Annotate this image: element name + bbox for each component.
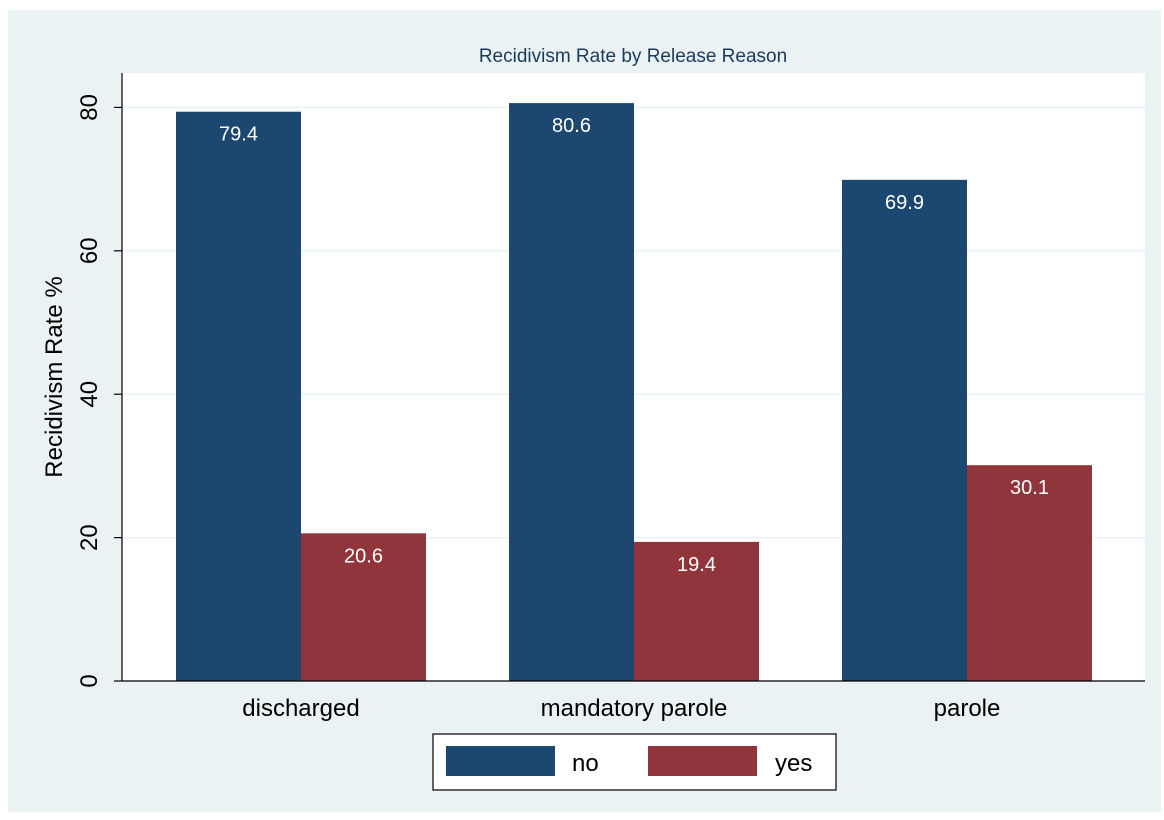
bar-value-label: 79.4 [219, 124, 258, 146]
bars [176, 103, 1092, 681]
bar-yes-0 [301, 533, 426, 681]
y-tick-label: 0 [76, 674, 103, 687]
y-ticks: 0 20 40 60 80 [76, 94, 122, 688]
x-tick-label: parole [934, 695, 1001, 722]
bar-yes-2 [967, 465, 1092, 681]
y-tick-label: 20 [76, 524, 103, 551]
chart-title: Recidivism Rate by Release Reason [479, 46, 787, 67]
legend: no yes [432, 733, 837, 791]
x-tick-label: discharged [242, 695, 359, 722]
y-tick-label: 60 [76, 237, 103, 264]
bar-no-0 [176, 111, 301, 681]
bar-yes-1 [634, 541, 759, 681]
bar-value-label: 80.6 [552, 115, 591, 137]
bar-value-label: 19.4 [677, 554, 716, 576]
legend-swatch-no [446, 746, 555, 776]
bar-value-label: 30.1 [1010, 477, 1049, 499]
y-tick-label: 40 [76, 381, 103, 408]
bar-no-1 [509, 103, 634, 681]
x-tick-labels: discharged mandatory parole parole [242, 695, 1000, 722]
y-axis-label: Recidivism Rate % [41, 276, 68, 477]
bar-value-label: 69.9 [885, 192, 924, 214]
legend-label-yes: yes [775, 750, 812, 777]
y-tick-label: 80 [76, 94, 103, 121]
bar-no-2 [842, 179, 967, 681]
legend-swatch-yes [648, 746, 757, 776]
x-tick-label: mandatory parole [541, 695, 728, 722]
bar-value-label: 20.6 [344, 545, 383, 567]
legend-label-no: no [572, 750, 599, 777]
bar-labels: 79.4 20.6 80.6 19.4 69.9 30.1 [219, 115, 1049, 576]
